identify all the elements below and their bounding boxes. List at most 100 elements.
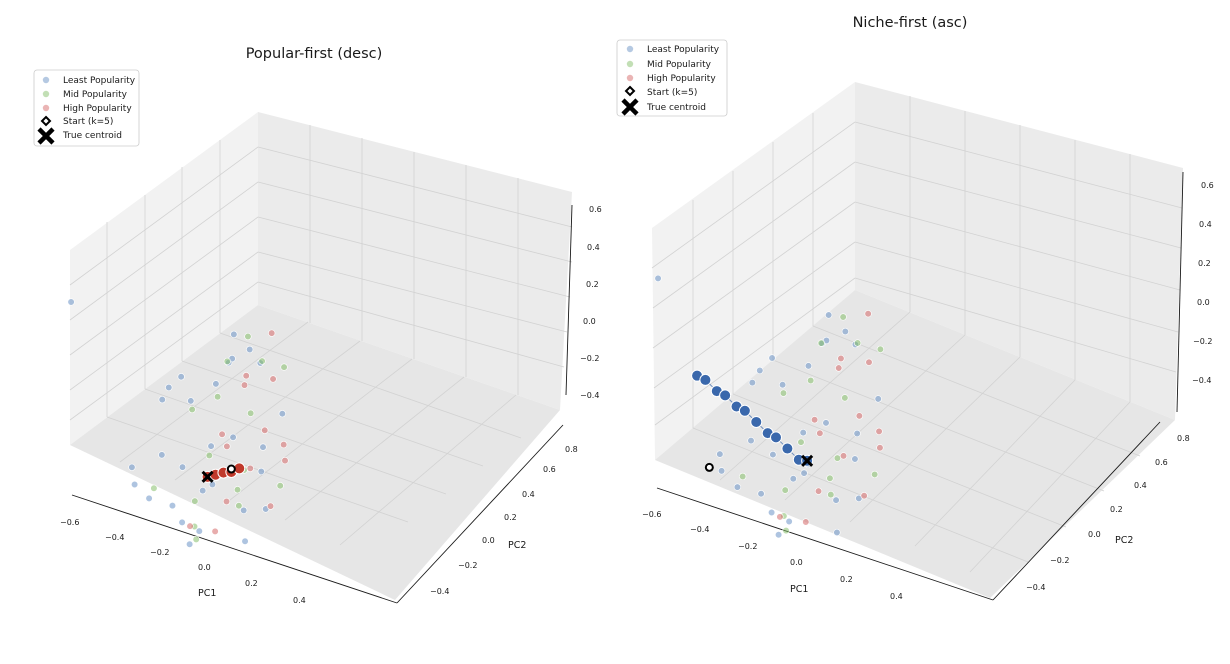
data-point-high — [261, 426, 269, 434]
data-point-least — [259, 443, 267, 451]
data-point-least — [853, 429, 861, 438]
data-point-least — [756, 366, 764, 375]
data-point-least — [822, 419, 830, 427]
z-tick-label: −0.4 — [1192, 376, 1211, 385]
data-point-least — [774, 531, 783, 539]
data-point-mid — [876, 345, 885, 353]
centroid-path-point — [719, 389, 732, 402]
data-point-mid — [807, 376, 815, 385]
legend-marker-centroid — [621, 98, 639, 116]
data-point-least — [128, 463, 136, 471]
data-point-mid — [276, 482, 284, 490]
data-point-mid — [739, 472, 747, 481]
data-point-least — [717, 467, 726, 475]
true-centroid-marker — [201, 470, 214, 483]
data-point-mid — [833, 454, 842, 462]
data-point-least — [747, 437, 755, 445]
data-point-high — [269, 375, 277, 383]
z-tick-label: 0.4 — [1199, 220, 1212, 229]
subplot-niche-first: Niche-first (asc) −0.6 −0.4 — [616, 15, 1214, 601]
legend-label: True centroid — [646, 103, 706, 113]
data-point-mid — [223, 357, 231, 366]
legend: Least Popularity Mid Popularity High Pop… — [616, 39, 728, 117]
data-point-high — [865, 358, 873, 366]
data-point-mid — [233, 486, 242, 494]
x-tick-label: 0.2 — [245, 579, 258, 588]
data-point-least — [874, 395, 882, 403]
y-tick-label: 0.8 — [565, 445, 578, 454]
data-point-high — [266, 502, 275, 510]
data-point-mid — [797, 438, 805, 446]
data-point-least — [158, 451, 166, 459]
z-tick-label: 0.0 — [583, 317, 596, 326]
data-point-mid — [782, 527, 790, 535]
pane-left — [652, 82, 855, 460]
x-tick-label: −0.4 — [690, 525, 709, 534]
legend-box — [33, 69, 140, 147]
z-tick-labels: −0.4 −0.2 0.0 0.2 0.4 0.6 — [1192, 181, 1214, 385]
z-tick-label: 0.2 — [1198, 259, 1211, 268]
data-point-mid — [871, 470, 879, 479]
data-point-mid — [853, 339, 862, 347]
x-tick-label: −0.6 — [642, 510, 661, 519]
data-point-least — [178, 518, 186, 526]
pane-left — [70, 112, 258, 445]
data-point-high — [223, 442, 231, 450]
data-point-mid — [839, 313, 847, 321]
legend-label: Start (k=5) — [647, 88, 697, 98]
pane-floor — [70, 305, 560, 600]
data-point-mid — [781, 486, 789, 494]
data-point-high — [810, 416, 819, 424]
z-tick-label: −0.4 — [580, 391, 599, 400]
pane-back — [855, 82, 1183, 420]
data-point-mid — [247, 409, 255, 417]
data-point-mid — [192, 535, 200, 544]
y-tick-label: −0.4 — [430, 587, 449, 596]
z-axis-line — [1176, 171, 1184, 413]
data-point-least — [748, 379, 756, 387]
data-point-high — [242, 372, 250, 380]
data-point-least — [769, 450, 777, 459]
start-marker — [226, 464, 236, 474]
data-point-mid — [826, 474, 834, 482]
data-point-mid — [244, 332, 252, 341]
data-point-least — [733, 483, 742, 491]
y-tick-labels: −0.4 −0.2 0.0 0.2 0.4 0.6 0.8 — [1026, 434, 1190, 592]
data-point-high — [814, 487, 823, 495]
data-point-least — [178, 463, 187, 471]
centroid-path-point — [781, 442, 794, 455]
y-tick-label: 0.4 — [1134, 481, 1147, 490]
start-marker — [704, 462, 714, 472]
y-tick-label: 0.4 — [522, 490, 535, 499]
z-tick-label: 0.2 — [586, 280, 599, 289]
y-tick-label: 0.6 — [543, 465, 556, 474]
data-point-mid — [235, 502, 243, 510]
z-tick-label: −0.2 — [1193, 337, 1212, 346]
data-point-mid — [150, 484, 158, 492]
x-tick-label: −0.2 — [738, 542, 757, 551]
y-tick-label: 0.6 — [1155, 458, 1168, 467]
data-point-mid — [841, 394, 849, 402]
data-point-least — [851, 455, 859, 463]
z-tick-label: 0.4 — [587, 243, 600, 252]
legend-label: Mid Popularity — [63, 90, 128, 100]
data-point-least — [799, 429, 807, 437]
data-point-mid — [280, 363, 288, 371]
scatter-marks — [67, 298, 289, 548]
data-point-mid — [205, 451, 213, 460]
pane-floor — [655, 290, 1175, 598]
x-axis-line — [71, 494, 398, 604]
z-tick-label: −0.2 — [580, 354, 599, 363]
y-tick-labels: −0.4 −0.2 0.0 0.2 0.4 0.6 0.8 — [430, 445, 578, 596]
data-point-mid — [214, 393, 222, 401]
legend-label: True centroid — [62, 131, 122, 141]
data-point-least — [246, 345, 254, 354]
data-point-least — [825, 311, 833, 319]
data-point-least — [165, 383, 173, 392]
data-point-high — [240, 381, 249, 389]
data-point-high — [280, 440, 288, 449]
data-point-least — [186, 540, 194, 548]
grid — [69, 125, 573, 546]
data-point-least — [716, 450, 724, 458]
data-point-least — [800, 469, 808, 477]
